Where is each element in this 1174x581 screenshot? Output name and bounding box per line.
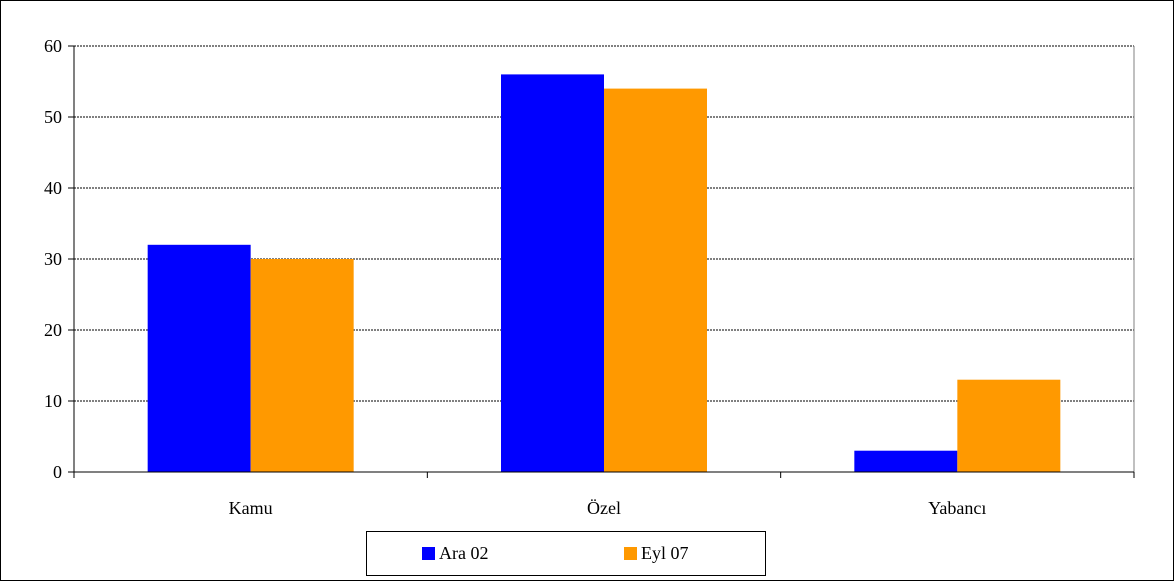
tick-labels: 0 10 20 30 40 50 60 Kamu Özel Yabancı xyxy=(44,36,986,518)
legend-item-ara-02: Ara 02 xyxy=(422,532,488,575)
x-tick-label-kamu: Kamu xyxy=(229,498,273,518)
y-tick-label-60: 60 xyxy=(44,36,62,56)
bars xyxy=(147,74,1061,473)
bar-özel-ara-02 xyxy=(501,74,604,473)
y-tick-label-20: 20 xyxy=(44,320,62,340)
bar-özel-eyl-07 xyxy=(604,88,707,472)
x-tick-label-özel: Özel xyxy=(587,498,621,518)
bar-kamu-ara-02 xyxy=(147,244,251,472)
y-tick-label-40: 40 xyxy=(44,178,62,198)
bar-yabancı-eyl-07 xyxy=(957,379,1061,472)
y-tick-label-30: 30 xyxy=(44,249,62,269)
axes xyxy=(68,45,1135,478)
legend-swatch-eyl-07 xyxy=(624,547,637,560)
legend-item-eyl-07: Eyl 07 xyxy=(624,532,689,575)
bar-kamu-eyl-07 xyxy=(250,259,354,472)
bar-yabancı-ara-02 xyxy=(854,450,958,472)
y-tick-label-50: 50 xyxy=(44,107,62,127)
y-tick-label-10: 10 xyxy=(44,391,62,411)
y-tick-label-0: 0 xyxy=(53,462,62,482)
legend-label-eyl-07: Eyl 07 xyxy=(641,543,689,563)
legend: Ara 02 Eyl 07 xyxy=(366,531,766,576)
x-tick-label-yabancı: Yabancı xyxy=(928,498,986,518)
legend-swatch-ara-02 xyxy=(422,547,435,560)
legend-label-ara-02: Ara 02 xyxy=(439,543,489,563)
